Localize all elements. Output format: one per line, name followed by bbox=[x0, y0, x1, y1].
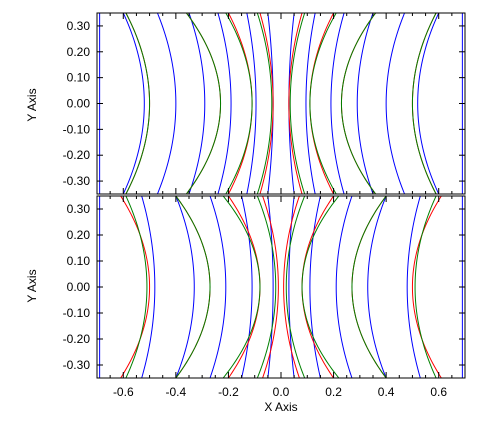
series-curve bbox=[351, 196, 387, 378]
series-curve bbox=[285, 196, 306, 378]
series-curve bbox=[330, 13, 345, 194]
series-curve bbox=[125, 196, 148, 378]
bottom-panel: 0.30 0.20 0.10 0.00 -0.10 -0.20 -0.30 -0.6 -0.4 -… bbox=[63, 195, 466, 399]
series-curve bbox=[227, 13, 253, 194]
y-tick-label: 0.20 bbox=[67, 45, 91, 59]
series-curve bbox=[156, 13, 177, 194]
plot-frame bbox=[96, 12, 466, 195]
y-tick-label: -0.20 bbox=[63, 148, 91, 162]
series-curve bbox=[122, 13, 145, 194]
y-tick-label: -0.10 bbox=[63, 306, 91, 320]
series-curve bbox=[288, 13, 303, 194]
series-curve bbox=[340, 13, 377, 194]
series-curve bbox=[301, 196, 340, 378]
series-curve bbox=[301, 196, 334, 378]
x-tick-label: 0.4 bbox=[378, 385, 395, 399]
series-curve bbox=[335, 196, 353, 378]
plot-frame bbox=[96, 195, 466, 379]
y-tick-label: -0.20 bbox=[63, 332, 91, 346]
series-curve bbox=[309, 13, 335, 194]
y-tick-label: 0.30 bbox=[67, 202, 91, 216]
series-curve bbox=[288, 13, 295, 194]
series-curve bbox=[356, 13, 374, 194]
series-curve bbox=[256, 196, 277, 378]
series-curve bbox=[228, 196, 261, 378]
series-curve bbox=[125, 13, 151, 194]
series-curve bbox=[175, 196, 211, 378]
series-curve bbox=[367, 196, 387, 378]
series-curve bbox=[209, 196, 227, 378]
series-curve bbox=[217, 13, 232, 194]
series-curve bbox=[406, 196, 421, 378]
y-axis-label-top: Y Axis bbox=[25, 88, 39, 121]
y-tick-label: 0.10 bbox=[67, 71, 91, 85]
series-curve bbox=[256, 13, 273, 194]
series-curve bbox=[267, 13, 274, 194]
series-curve bbox=[267, 196, 274, 378]
x-tick-label: -0.6 bbox=[113, 385, 134, 399]
curves bbox=[99, 196, 463, 378]
curves bbox=[99, 13, 463, 194]
y-tick-label: 0.10 bbox=[67, 254, 91, 268]
x-tick-label: 0.0 bbox=[273, 385, 290, 399]
series-curve bbox=[225, 13, 253, 194]
series-curve bbox=[185, 13, 222, 194]
x-tick-label: -0.4 bbox=[166, 385, 187, 399]
series-curve bbox=[417, 13, 440, 194]
series-curve bbox=[411, 196, 442, 378]
series-curve bbox=[305, 13, 316, 194]
series-curve bbox=[289, 13, 306, 194]
series-curve bbox=[309, 196, 321, 378]
x-tick-label: 0.2 bbox=[325, 385, 342, 399]
series-curve bbox=[288, 196, 295, 378]
series-curve bbox=[309, 13, 337, 194]
series-curve bbox=[141, 196, 156, 378]
series-curve bbox=[120, 196, 151, 378]
y-tick-label: -0.30 bbox=[63, 358, 91, 372]
series-curve bbox=[188, 13, 206, 194]
series-curve bbox=[283, 196, 300, 378]
series-curve bbox=[175, 196, 195, 378]
series-curve bbox=[385, 13, 406, 194]
y-tick-label: -0.10 bbox=[63, 122, 91, 136]
series-curve bbox=[411, 13, 437, 194]
x-tick-label: 0.6 bbox=[430, 385, 447, 399]
y-axis-label-bottom: Y Axis bbox=[25, 269, 39, 302]
y-tick-label: 0.00 bbox=[67, 97, 91, 111]
series-curve bbox=[222, 196, 261, 378]
series-curve bbox=[259, 13, 274, 194]
x-tick-label: -0.2 bbox=[218, 385, 239, 399]
series-curve bbox=[414, 196, 437, 378]
y-tick-label: 0.20 bbox=[67, 228, 91, 242]
series-curve bbox=[246, 13, 257, 194]
y-tick-label: 0.00 bbox=[67, 280, 91, 294]
series-curve bbox=[262, 196, 279, 378]
y-tick-label: 0.30 bbox=[67, 19, 91, 33]
y-tick-label: -0.30 bbox=[63, 174, 91, 188]
x-axis-label: X Axis bbox=[264, 400, 297, 414]
series-curve bbox=[241, 196, 253, 378]
top-panel: 0.30 0.20 0.10 0.00 -0.10 -0.20 -0.30 bbox=[63, 12, 466, 195]
